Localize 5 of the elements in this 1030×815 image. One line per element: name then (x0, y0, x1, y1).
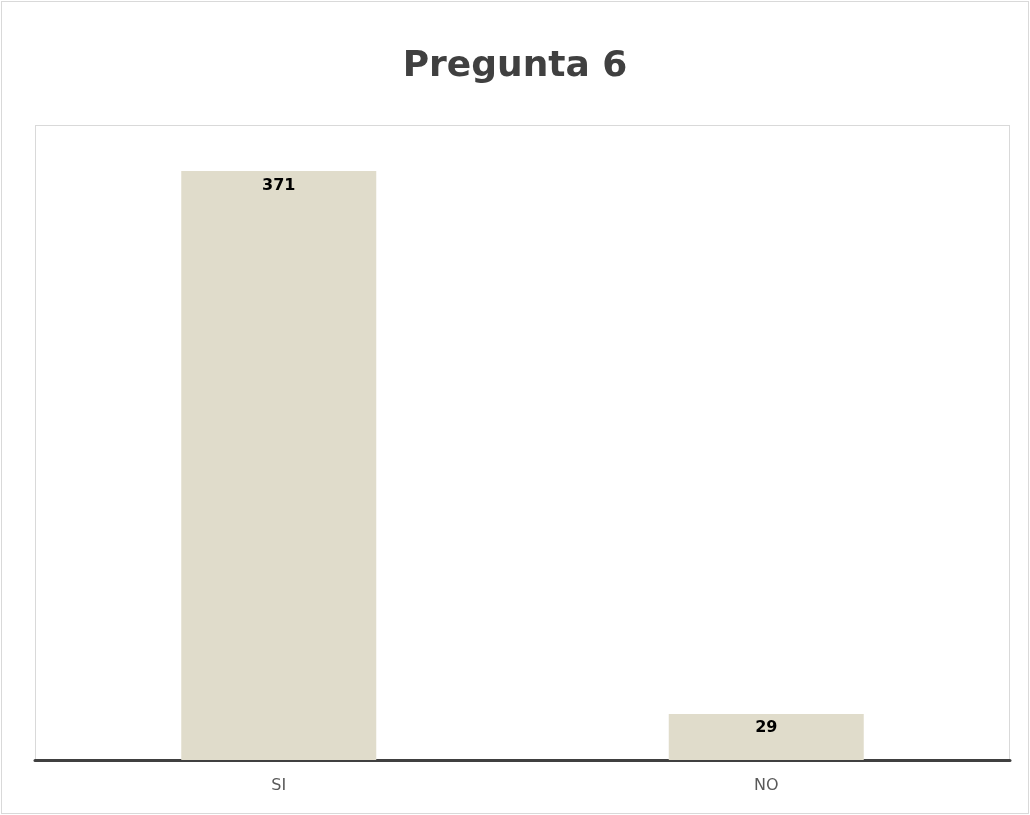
x-tick-label: NO (753, 774, 779, 794)
data-label: 29 (755, 717, 778, 737)
data-label: 371 (262, 174, 296, 194)
chart-title: Pregunta 6 (402, 42, 628, 84)
x-tick-label: SI (271, 774, 287, 794)
